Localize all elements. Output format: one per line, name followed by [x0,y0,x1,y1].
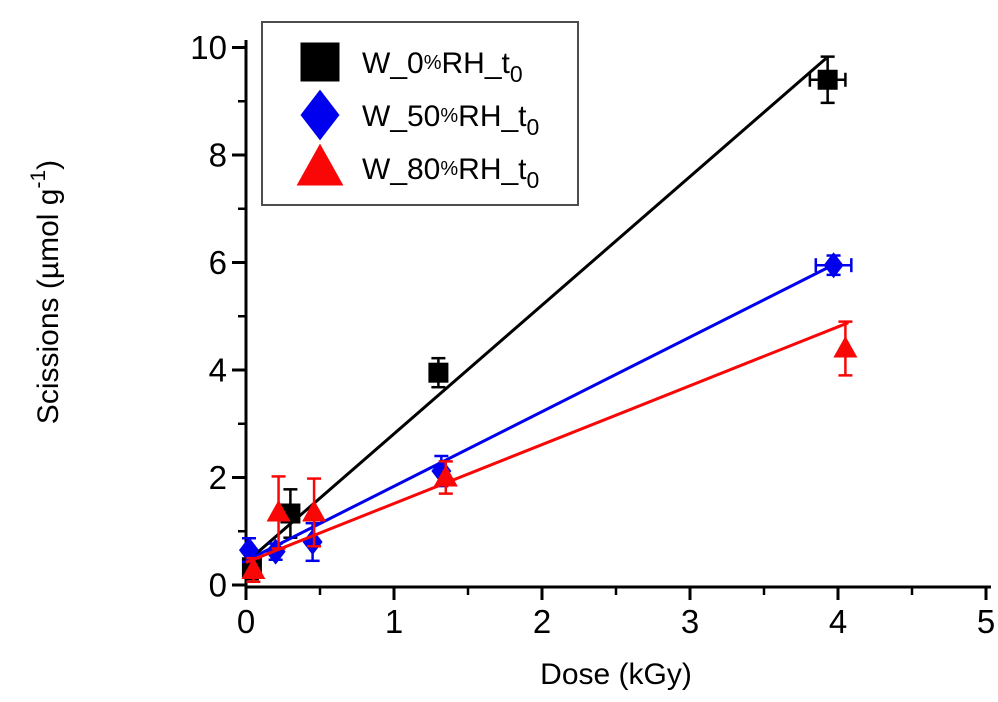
y-tick-label: 4 [209,352,227,389]
marker-square [428,362,449,383]
x-axis-title: Dose (kGy) [540,658,692,691]
marker-diamond [823,252,844,279]
y-tick-label: 8 [209,137,227,174]
y-tick-label: 10 [190,29,227,66]
x-tick-label: 1 [385,603,403,640]
fit-line [245,321,849,564]
legend: W_0%RH_t0 W_50%RH_t0 W_80%RH_t0 [261,21,579,206]
x-tick-label: 5 [977,603,995,640]
legend-label: W_0%RH_t0 [362,47,523,87]
marker-triangle [302,499,327,522]
marker-triangle [296,143,344,186]
marker-square [817,69,838,90]
marker-square [300,42,340,82]
marker-triangle [833,336,858,358]
y-axis-title: Scissions (µmol g-1) [27,160,65,424]
fit-line [245,261,839,563]
x-tick-label: 0 [237,603,255,640]
fit-line [245,57,828,564]
legend-entry: W_50%RH_t0 [300,89,539,141]
marker-triangle [266,499,291,522]
marker-diamond [238,537,259,564]
x-tick-label: 4 [829,603,847,640]
y-tick-label: 2 [209,459,227,496]
legend-entry: W_0%RH_t0 [300,42,523,87]
y-tick-label: 6 [209,244,227,281]
legend-label: W_50%RH_t0 [362,100,539,140]
x-tick-label: 3 [681,603,699,640]
marker-triangle [433,465,458,487]
series-w-80-rh-t0 [241,320,858,584]
marker-diamond [300,89,340,141]
legend-entry: W_80%RH_t0 [296,143,539,193]
marker-triangle [241,557,266,579]
series-w-50-rh-t0 [238,252,853,565]
y-tick-label: 0 [209,567,227,604]
x-tick-label: 2 [533,603,551,640]
legend-label: W_80%RH_t0 [362,153,539,193]
